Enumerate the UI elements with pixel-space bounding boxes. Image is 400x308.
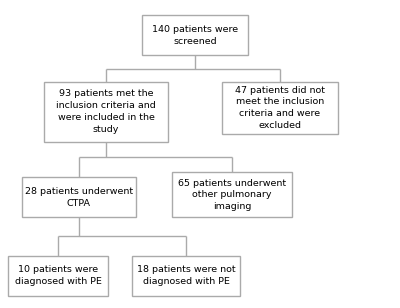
Text: 65 patients underwent
other pulmonary
imaging: 65 patients underwent other pulmonary im… (178, 179, 286, 211)
FancyBboxPatch shape (44, 82, 168, 142)
FancyBboxPatch shape (172, 172, 292, 217)
Text: 47 patients did not
meet the inclusion
criteria and were
excluded: 47 patients did not meet the inclusion c… (235, 86, 325, 130)
Text: 93 patients met the
inclusion criteria and
were included in the
study: 93 patients met the inclusion criteria a… (56, 89, 156, 134)
Text: 140 patients were
screened: 140 patients were screened (152, 25, 238, 46)
Text: 28 patients underwent
CTPA: 28 patients underwent CTPA (25, 187, 133, 208)
Text: 10 patients were
diagnosed with PE: 10 patients were diagnosed with PE (14, 265, 102, 286)
FancyBboxPatch shape (22, 177, 136, 217)
FancyBboxPatch shape (132, 256, 240, 296)
FancyBboxPatch shape (8, 256, 108, 296)
FancyBboxPatch shape (142, 15, 248, 55)
Text: 18 patients were not
diagnosed with PE: 18 patients were not diagnosed with PE (137, 265, 235, 286)
FancyBboxPatch shape (222, 82, 338, 134)
